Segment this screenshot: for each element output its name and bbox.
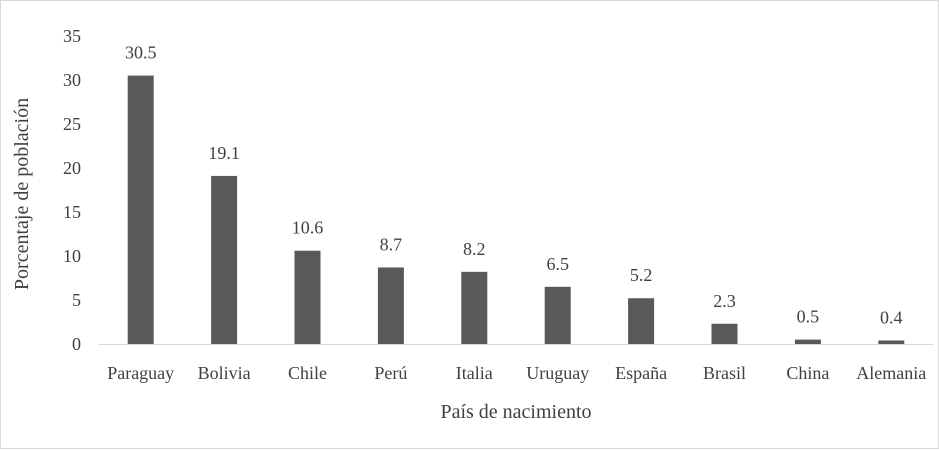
data-label: 0.4 (880, 307, 903, 327)
x-tick-label: Bolivia (198, 363, 251, 383)
x-tick-label: China (786, 363, 829, 383)
x-tick-label: España (615, 363, 667, 383)
y-tick-label: 35 (63, 26, 81, 46)
y-tick-label: 25 (63, 114, 81, 134)
data-label: 10.6 (292, 218, 324, 238)
data-label: 5.2 (630, 265, 653, 285)
x-axis-title: País de nacimiento (440, 401, 591, 423)
bar (211, 175, 238, 344)
bar (461, 271, 488, 344)
x-tick-label: Uruguay (526, 363, 589, 383)
bar (711, 323, 738, 344)
data-label: 8.2 (463, 239, 486, 259)
x-tick-label: Italia (456, 363, 493, 383)
y-tick-label: 20 (63, 158, 81, 178)
x-tick-label: Chile (288, 363, 327, 383)
bar (628, 298, 655, 344)
x-tick-label: Paraguay (107, 363, 174, 383)
bar (377, 267, 404, 344)
y-tick-label: 10 (63, 246, 81, 266)
data-labels: 30.5 19.1 10.6 8.7 8.2 6.5 5.2 2.3 0.5 0.4 (125, 43, 903, 328)
x-tick-label: Perú (374, 363, 407, 383)
bar (127, 75, 154, 344)
data-label: 30.5 (125, 43, 157, 63)
y-axis-ticks: 0 5 10 15 20 25 30 35 (63, 26, 81, 354)
bar (878, 340, 905, 344)
data-label: 6.5 (546, 254, 569, 274)
x-tick-label: Alemania (856, 363, 926, 383)
bars (127, 75, 905, 344)
bar (294, 250, 321, 344)
y-tick-label: 30 (63, 70, 81, 90)
y-tick-label: 5 (72, 290, 81, 310)
x-tick-label: Brasil (703, 363, 746, 383)
x-axis-ticks: Paraguay Bolivia Chile Perú Italia Uruguay Esp… (107, 363, 926, 383)
y-axis-title: Porcentaje de población (11, 98, 33, 290)
y-tick-label: 0 (72, 334, 81, 354)
bar (544, 286, 571, 344)
bar (794, 339, 821, 344)
y-tick-label: 15 (63, 202, 81, 222)
data-label: 8.7 (380, 234, 403, 254)
data-label: 19.1 (208, 143, 240, 163)
data-label: 2.3 (713, 291, 736, 311)
data-label: 0.5 (797, 307, 820, 327)
